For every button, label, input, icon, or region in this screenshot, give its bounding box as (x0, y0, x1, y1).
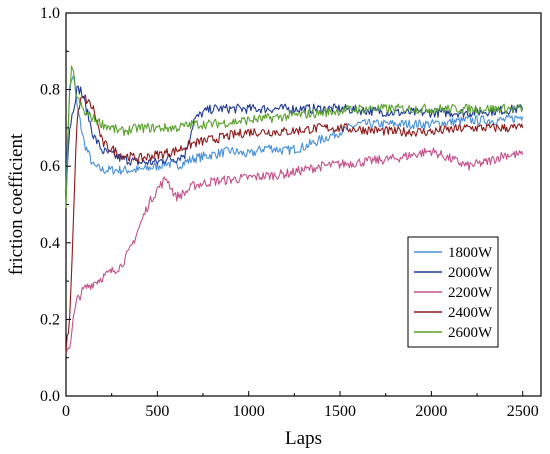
y-tick-label: 0.6 (40, 158, 60, 175)
tick-layer: 0 500 1000 1500 2000 2500 0.0 0.2 0.4 0.6 0.8 1.0 (40, 5, 539, 420)
y-axis-title: friction coefficient (6, 133, 27, 275)
y-tick-label: 1.0 (40, 5, 60, 22)
x-tick-label: 2000 (415, 403, 447, 420)
x-tick-label: 2500 (507, 403, 539, 420)
x-axis-title: Laps (285, 428, 322, 449)
y-tick-label: 0.8 (40, 82, 60, 99)
legend-label: 1800W (448, 245, 493, 261)
legend-label: 2600W (448, 325, 493, 341)
series-line-2600W (65, 65, 524, 209)
series-line-2400W (65, 94, 524, 354)
x-tick-label: 0 (62, 403, 70, 420)
series-line-1800W (65, 75, 524, 191)
series-line-2000W (65, 85, 524, 190)
legend-label: 2400W (448, 305, 493, 321)
legend-label: 2200W (448, 285, 493, 301)
legend: 1800W 2000W 2200W 2400W 2600W (407, 236, 499, 348)
x-tick-label: 500 (145, 403, 169, 420)
y-tick-label: 0.2 (40, 311, 60, 328)
legend-label: 2000W (448, 265, 493, 281)
y-tick-label: 0.4 (40, 235, 60, 252)
x-tick-label: 1000 (233, 403, 265, 420)
series-line-2200W (65, 147, 524, 354)
series-layer (65, 65, 524, 354)
y-tick-label: 0.0 (40, 388, 60, 405)
x-tick-label: 1500 (324, 403, 356, 420)
